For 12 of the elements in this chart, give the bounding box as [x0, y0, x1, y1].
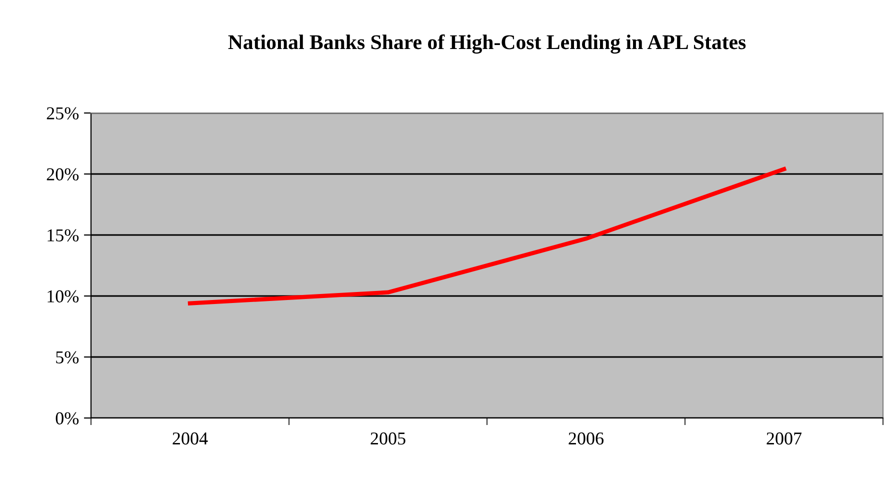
y-tick-label: 5%: [56, 351, 79, 364]
x-tick-label: 2007: [766, 432, 802, 445]
y-tick-label: 25%: [46, 107, 79, 120]
y-tick-label: 0%: [56, 412, 79, 424]
line-series: [188, 167, 786, 306]
chart-title: National Banks Share of High-Cost Lending in APL States: [228, 34, 746, 54]
x-tick-label: 2005: [370, 432, 406, 445]
x-tick-label: 2004: [172, 432, 208, 445]
y-tick-label: 20%: [46, 168, 79, 180]
y-tick-label: 10%: [48, 290, 79, 302]
x-tick-label: 2006: [568, 432, 604, 445]
y-tick-label: 15%: [48, 229, 79, 242]
